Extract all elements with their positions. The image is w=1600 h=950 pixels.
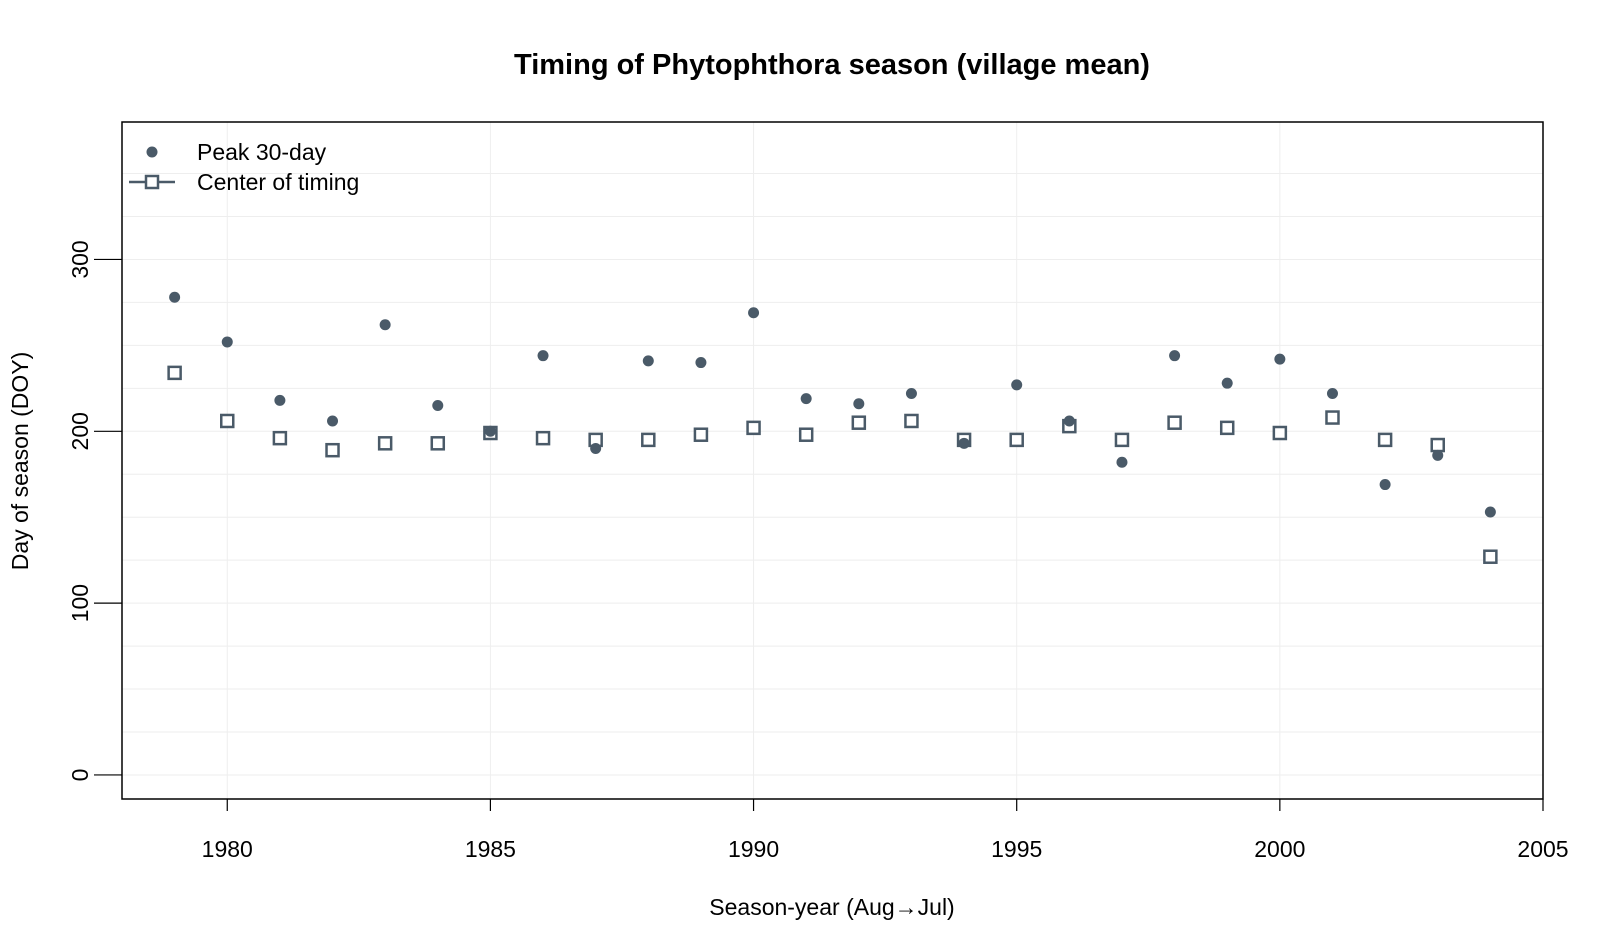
y-tick-label: 200 <box>67 412 93 450</box>
point-center-of-timing <box>746 420 761 436</box>
point-center-of-timing <box>904 413 919 429</box>
plot-frame <box>121 121 1544 800</box>
legend-label-peak-30-day: Peak 30-day <box>197 139 327 165</box>
point-peak-30-day <box>1116 456 1128 468</box>
grid <box>122 122 1544 799</box>
point-peak-30-day <box>853 398 865 410</box>
point-peak-30-day <box>274 394 286 406</box>
point-peak-30-day <box>327 415 339 427</box>
legend-marker-center-of-timing <box>144 174 160 190</box>
point-center-of-timing <box>1167 415 1182 430</box>
point-center-of-timing <box>377 436 393 451</box>
point-peak-30-day <box>642 355 654 367</box>
point-peak-30-day <box>800 393 812 405</box>
y-tick-label: 0 <box>67 769 93 782</box>
point-peak-30-day <box>958 437 970 449</box>
point-center-of-timing <box>693 427 709 442</box>
point-center-of-timing <box>535 430 551 446</box>
x-tick-label: 1990 <box>728 836 779 862</box>
x-tick-label: 1980 <box>202 836 253 862</box>
point-center-of-timing <box>798 427 814 442</box>
x-tick-label: 2000 <box>1254 836 1305 862</box>
point-center-of-timing <box>1430 437 1445 453</box>
point-peak-30-day <box>484 425 496 437</box>
legend-label-center-of-timing: Center of timing <box>197 169 359 195</box>
x-tick-label: 1985 <box>465 836 516 862</box>
point-peak-30-day <box>1326 387 1338 399</box>
x-axis: 1980 1985 1990 1995 2000 2005 <box>202 799 1569 862</box>
point-center-of-timing <box>220 413 235 429</box>
data-points <box>167 291 1498 564</box>
y-tick-label: 300 <box>67 240 93 278</box>
point-center-of-timing <box>641 432 656 448</box>
legend: Peak 30-day Center of timing <box>129 139 359 195</box>
legend-marker-peak-30-day <box>146 146 158 158</box>
point-center-of-timing <box>1219 420 1235 436</box>
point-peak-30-day <box>1063 415 1075 427</box>
chart-title: Timing of Phytophthora season (village m… <box>514 49 1150 81</box>
point-peak-30-day <box>432 400 444 412</box>
point-center-of-timing <box>430 436 446 451</box>
point-peak-30-day <box>221 336 233 348</box>
point-peak-30-day <box>1011 379 1023 391</box>
point-center-of-timing <box>1325 410 1340 425</box>
point-center-of-timing <box>1114 432 1130 448</box>
point-center-of-timing <box>167 365 182 381</box>
y-axis: 0 100 200 300 <box>67 240 122 781</box>
x-tick-label: 1995 <box>991 836 1042 862</box>
point-peak-30-day <box>905 387 917 399</box>
point-center-of-timing <box>1272 425 1288 441</box>
point-peak-30-day <box>537 350 549 362</box>
point-peak-30-day <box>1432 449 1444 461</box>
point-center-of-timing <box>1377 432 1393 448</box>
point-peak-30-day <box>169 291 181 303</box>
y-tick-label: 100 <box>67 584 93 622</box>
point-peak-30-day <box>1484 506 1496 518</box>
point-peak-30-day <box>748 307 760 319</box>
point-center-of-timing <box>851 415 867 430</box>
point-peak-30-day <box>695 357 707 369</box>
point-peak-30-day <box>1274 353 1286 365</box>
x-axis-label: Season-year (Aug→Jul) <box>709 894 954 920</box>
point-center-of-timing <box>272 430 288 446</box>
point-center-of-timing <box>1009 432 1024 448</box>
point-peak-30-day <box>379 319 391 331</box>
point-peak-30-day <box>1221 377 1233 389</box>
y-axis-label: Day of season (DOY) <box>7 352 33 571</box>
point-peak-30-day <box>1169 350 1181 362</box>
point-peak-30-day <box>1379 479 1391 491</box>
x-tick-label: 2005 <box>1517 836 1568 862</box>
point-peak-30-day <box>590 442 602 454</box>
point-center-of-timing <box>1483 549 1498 564</box>
point-center-of-timing <box>325 442 340 458</box>
